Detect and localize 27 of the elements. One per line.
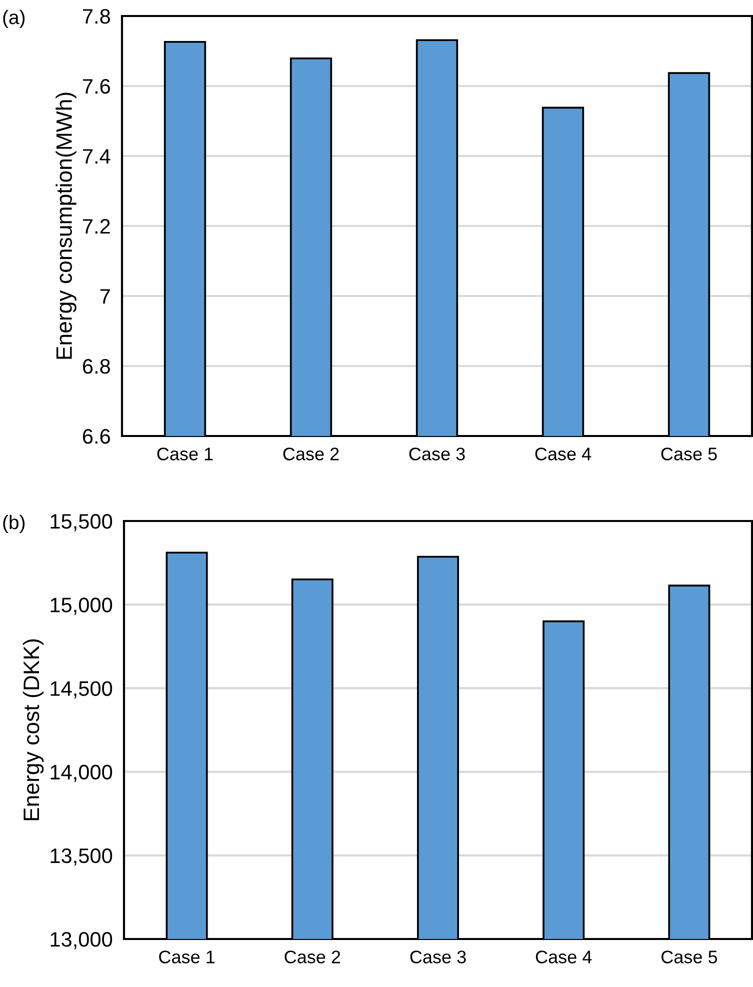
x-tick-label: Case 4: [536, 950, 592, 964]
y-tick-label: 7.2: [83, 219, 110, 234]
x-tick-label: Case 4: [535, 448, 592, 460]
x-tick-label: Case 5: [662, 950, 718, 964]
x-tick-label: Case 1: [157, 448, 213, 460]
y-tick-label: 15,000: [50, 598, 112, 615]
y-tick-label: 13,000: [50, 932, 112, 950]
y-tick-label: 6.6: [82, 429, 110, 444]
y-tick-label: 7.8: [83, 9, 110, 24]
x-tick-label: Case 3: [410, 950, 466, 964]
x-tick-label: Case 1: [159, 950, 215, 964]
y-axis-title: Energy cost (DKK): [22, 639, 44, 820]
text: (a): [3, 10, 25, 28]
y-axis-title: Energy consumption(MWh): [56, 92, 76, 359]
y-tick-label: 6.8: [82, 359, 110, 374]
y-tick-label: 14,000: [50, 764, 112, 782]
text: (b): [3, 514, 25, 534]
y-tick-label: 15,500: [50, 514, 112, 532]
x-tick-label: Case 2: [284, 950, 340, 964]
x-tick-label: Case 3: [409, 448, 465, 460]
y-tick-label: 14,500: [50, 681, 112, 698]
y-tick-label: 7.6: [83, 79, 110, 94]
y-tick-label: 13,500: [50, 848, 112, 866]
x-tick-label: Case 2: [283, 448, 339, 460]
y-tick-label: 7: [100, 289, 110, 304]
x-tick-label: Case 5: [661, 448, 717, 460]
y-tick-label: 7.4: [83, 149, 110, 164]
